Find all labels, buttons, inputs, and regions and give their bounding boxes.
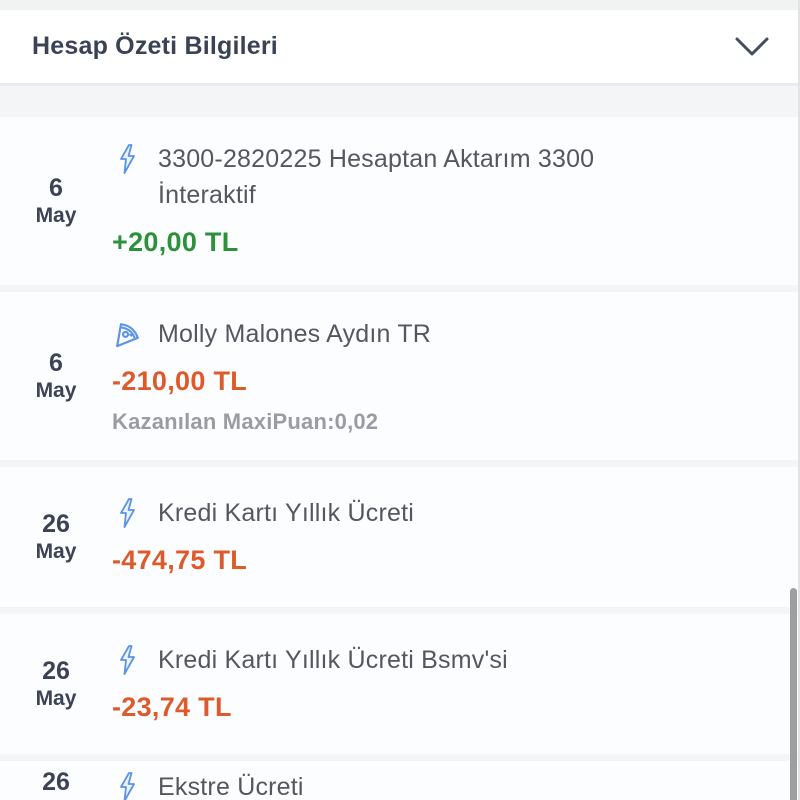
transaction-body: 3300-2820225 Hesaptan Aktarım 3300 İnter… (112, 141, 776, 261)
lightning-icon (112, 497, 142, 529)
transaction-amount: -23,74 TL (112, 692, 232, 722)
transaction-description: Ekstre Ücreti (158, 773, 304, 800)
summary-section-header[interactable]: Hesap Özeti Bilgileri (0, 10, 800, 86)
transaction-month: May (35, 204, 77, 228)
transaction-amount: -474,75 TL (112, 545, 248, 575)
transaction-amount: -210,00 TL (112, 366, 248, 396)
collapse-toggle[interactable] (734, 35, 770, 59)
scrollbar-track (798, 0, 800, 800)
transaction-description: Kredi Kartı Yıllık Ücreti (158, 499, 415, 527)
transaction-date: 6 May (0, 348, 112, 403)
page-title: Hesap Özeti Bilgileri (32, 32, 278, 60)
transaction-date: 26 May (0, 656, 112, 711)
transaction-body: Molly Malones Aydın TR -210,00 TL Kazanı… (112, 316, 776, 436)
transaction-body: Kredi Kartı Yıllık Ücreti -474,75 TL (112, 495, 776, 579)
transaction-date: 6 May (0, 173, 112, 228)
pizza-icon (112, 318, 142, 350)
lightning-icon (112, 771, 142, 800)
transaction-row[interactable]: 26 May Kredi Kartı Yıllık Ücreti -474,75… (0, 467, 800, 607)
transaction-body: Kredi Kartı Yıllık Ücreti Bsmv'si -23,74… (112, 642, 776, 726)
transaction-day: 26 (42, 656, 70, 685)
transaction-month: May (0, 799, 112, 800)
transaction-description: 3300-2820225 Hesaptan Aktarım 3300 İnter… (158, 145, 595, 209)
transaction-description: Molly Malones Aydın TR (158, 320, 432, 348)
transaction-day: 26 (42, 768, 70, 796)
transaction-day: 26 (42, 509, 70, 538)
transaction-row[interactable]: 26 May Kredi Kartı Yıllık Ücreti Bsmv'si… (0, 614, 800, 754)
transaction-month: May (35, 379, 77, 403)
transaction-day: 6 (49, 348, 63, 377)
scrollbar-thumb[interactable] (790, 588, 797, 800)
transaction-row[interactable]: 26 May Ekstre Ücreti (0, 761, 800, 800)
lightning-icon (112, 644, 142, 676)
transaction-row[interactable]: 6 May (0, 292, 800, 460)
transaction-list: 6 May 3300-2820225 Hesaptan Aktarım 3300… (0, 117, 800, 800)
transaction-row[interactable]: 6 May 3300-2820225 Hesaptan Aktarım 3300… (0, 117, 800, 285)
transaction-body: Ekstre Ücreti (112, 769, 776, 800)
transaction-description: Kredi Kartı Yıllık Ücreti Bsmv'si (158, 646, 508, 674)
transaction-month: May (35, 687, 77, 711)
lightning-icon (112, 143, 142, 175)
list-top-gap (0, 86, 800, 117)
transaction-date: 26 May (0, 768, 112, 800)
top-strip (0, 0, 800, 10)
transaction-amount: +20,00 TL (112, 227, 239, 257)
transaction-day: 6 (49, 173, 63, 202)
chevron-down-icon (735, 37, 769, 55)
transaction-note: Kazanılan MaxiPuan:0,02 (112, 409, 379, 434)
transaction-date: 26 May (0, 509, 112, 564)
transaction-month: May (35, 540, 77, 564)
